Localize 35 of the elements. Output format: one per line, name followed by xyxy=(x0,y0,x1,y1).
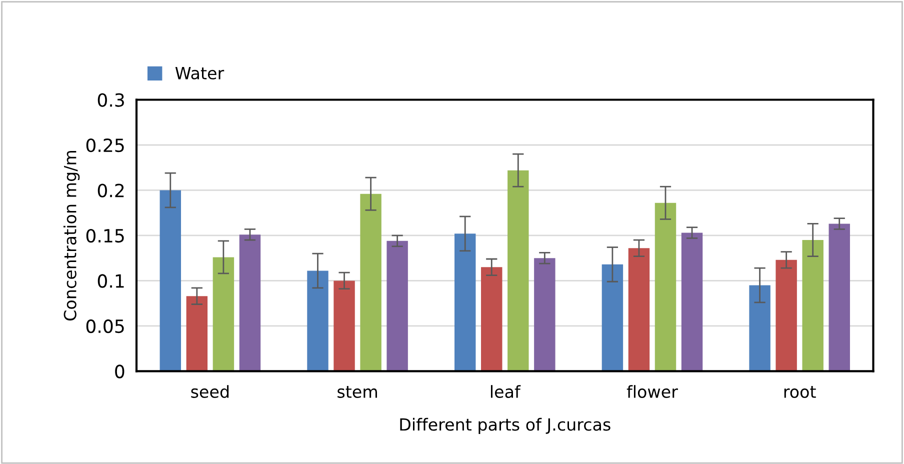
x-axis-title: Different parts of J.curcas xyxy=(400,418,610,434)
bar xyxy=(828,224,850,372)
bar xyxy=(307,270,328,372)
x-tick-label: flower xyxy=(626,385,678,398)
bar xyxy=(508,170,529,372)
y-tick-label: 0 xyxy=(115,364,124,378)
y-tick-label: 0.15 xyxy=(86,228,124,243)
bar xyxy=(454,234,476,372)
x-tick-label: root xyxy=(784,386,816,398)
bar xyxy=(239,234,261,372)
y-tick-label: 0.25 xyxy=(86,138,124,152)
legend-label: Water xyxy=(175,67,224,80)
bar xyxy=(654,202,676,372)
x-tick-label: seed xyxy=(191,385,229,398)
x-tick-label: leaf xyxy=(490,385,521,398)
x-tick-label: stem xyxy=(338,386,377,398)
y-tick-label: 0.05 xyxy=(86,319,124,334)
bar xyxy=(360,194,382,372)
y-axis-title: Concentration mg/m xyxy=(64,150,80,320)
y-tick-label: 0.1 xyxy=(98,274,124,288)
bar xyxy=(334,280,355,372)
bar xyxy=(386,240,408,372)
bar xyxy=(160,190,182,372)
bar xyxy=(212,257,234,372)
bar xyxy=(681,232,703,372)
y-tick-label: 0.3 xyxy=(98,93,124,107)
bar xyxy=(749,285,770,372)
bar xyxy=(628,248,650,372)
bar xyxy=(776,260,797,372)
bar xyxy=(481,267,502,372)
bar xyxy=(534,258,556,372)
bar xyxy=(602,264,624,372)
bar xyxy=(802,240,824,372)
y-tick-label: 0.2 xyxy=(98,184,124,198)
bar xyxy=(186,296,208,372)
